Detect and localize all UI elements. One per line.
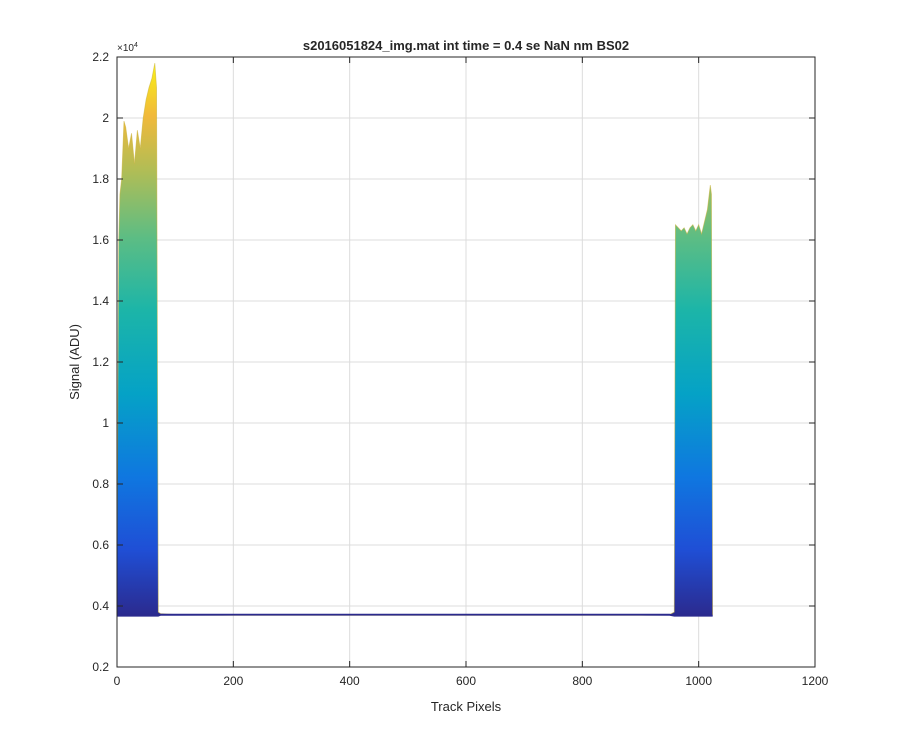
y-axis-multiplier: ×104 bbox=[117, 42, 138, 54]
y-tick-label: 1.2 bbox=[92, 355, 109, 369]
x-tick-label: 200 bbox=[223, 674, 243, 688]
y-tick-label: 0.6 bbox=[92, 538, 109, 552]
y-tick-label: 1 bbox=[102, 416, 109, 430]
x-tick-label: 0 bbox=[114, 674, 121, 688]
y-tick-label: 2.2 bbox=[92, 50, 109, 64]
y-tick-label: 0.8 bbox=[92, 477, 109, 491]
y-tick-label: 0.2 bbox=[92, 660, 109, 674]
y-multiplier-exponent: 4 bbox=[134, 42, 138, 49]
axes: 0 200 400 600 800 1000 1200 0.2 0.4 0.6 0.8 1 1.2 1.4… bbox=[92, 50, 828, 688]
y-tick-label: 0.4 bbox=[92, 599, 109, 613]
y-tick-label: 1.6 bbox=[92, 233, 109, 247]
x-tick-label: 1200 bbox=[802, 674, 829, 688]
x-tick-label: 400 bbox=[340, 674, 360, 688]
y-axis-label: Signal (ADU) bbox=[67, 324, 82, 400]
y-multiplier-base: ×10 bbox=[117, 43, 134, 54]
data-layer bbox=[117, 63, 714, 617]
x-tick-label: 1000 bbox=[685, 674, 712, 688]
series-baseline-0 bbox=[117, 613, 713, 617]
y-tick-label: 2 bbox=[102, 111, 109, 125]
chart-title: s2016051824_img.mat int time = 0.4 se Na… bbox=[303, 38, 629, 53]
y-tick-label: 1.8 bbox=[92, 172, 109, 186]
x-tick-label: 600 bbox=[456, 674, 476, 688]
x-tick-label: 800 bbox=[572, 674, 592, 688]
y-tick-label: 1.4 bbox=[92, 294, 109, 308]
x-axis-label: Track Pixels bbox=[431, 699, 502, 714]
